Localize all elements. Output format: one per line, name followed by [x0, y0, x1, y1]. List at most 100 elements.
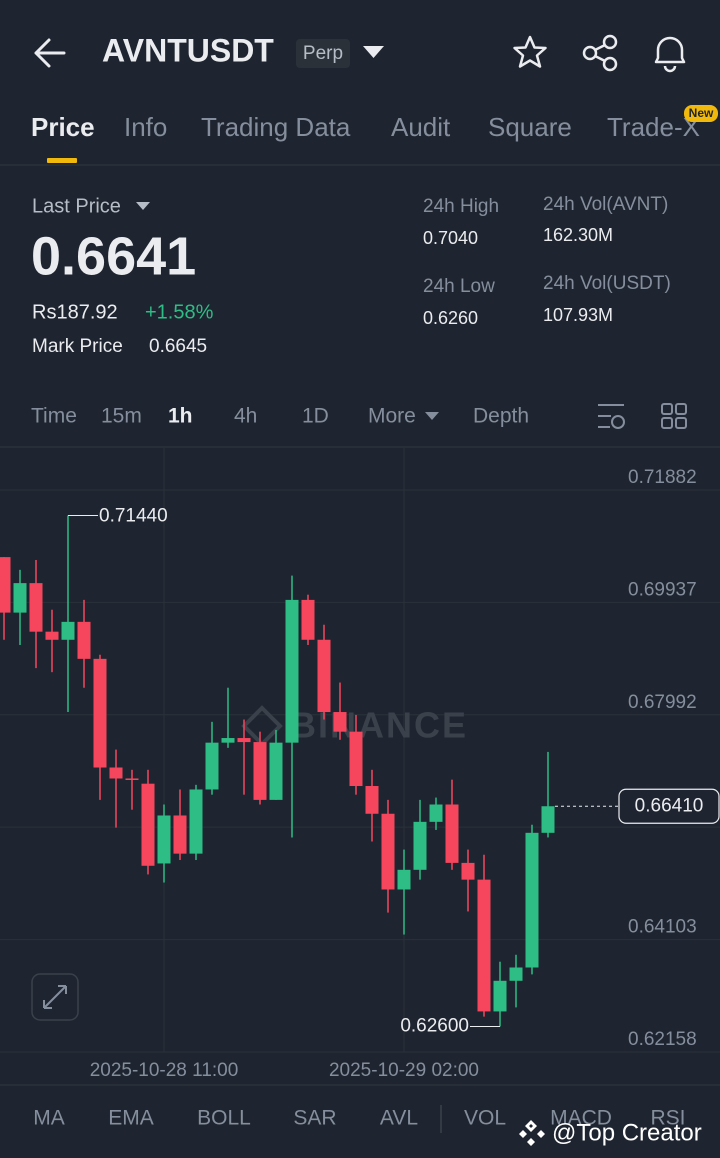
candle-body — [429, 804, 443, 822]
interval-bar: Time 15m 1h 4h 1D More Depth — [31, 405, 529, 428]
indicator-option[interactable]: MACD — [550, 1107, 612, 1130]
chart-settings-icon[interactable] — [598, 404, 625, 429]
indicator-option[interactable]: SAR — [293, 1107, 336, 1130]
indicator-bar: MA EMA BOLL SAR AVL VOL MACD RSI — [33, 1107, 685, 1130]
last-price-dropdown[interactable] — [136, 202, 150, 210]
more-dropdown[interactable] — [425, 412, 439, 420]
new-badge-bg — [684, 105, 718, 122]
share-node — [602, 34, 618, 50]
symbol-title: AVNTUSDT — [102, 32, 274, 68]
interval-option[interactable]: 1D — [302, 405, 329, 428]
candle-body — [301, 599, 315, 640]
candle-body — [93, 658, 107, 768]
perp-badge-bg — [296, 39, 350, 68]
tab[interactable]: Square — [488, 112, 572, 142]
indicator-option[interactable]: BOLL — [197, 1107, 251, 1130]
high-value: 0.7040 — [423, 228, 478, 248]
candle-body — [493, 980, 507, 1012]
favorite-icon[interactable] — [513, 35, 547, 68]
candle-body — [109, 767, 123, 779]
interval-option[interactable]: Depth — [473, 405, 529, 428]
new-badge: New — [689, 106, 714, 120]
settings-gear — [611, 415, 625, 429]
candle-body — [269, 742, 283, 800]
fullscreen-button[interactable] — [31, 973, 79, 1021]
interval-option[interactable]: 4h — [234, 405, 257, 428]
min-annotation: 0.62600 — [400, 1015, 469, 1036]
candle-body — [173, 815, 187, 854]
y-tick-label: 0.71882 — [628, 467, 697, 488]
candle-body — [141, 783, 155, 866]
share-node — [602, 56, 618, 72]
candle-body — [125, 778, 139, 780]
share-icon[interactable] — [582, 34, 618, 72]
candle-body — [0, 557, 11, 613]
candle-body — [221, 738, 235, 743]
share-links — [594, 43, 606, 63]
candle-body — [541, 806, 555, 833]
candle-body — [13, 583, 27, 613]
mark-price: 0.6645 — [149, 336, 207, 357]
candle-body — [157, 815, 171, 864]
tab[interactable]: Audit — [391, 112, 451, 142]
indicator-option[interactable]: MA — [33, 1107, 65, 1130]
last-price-tag-bg — [618, 788, 720, 824]
symbol-dropdown[interactable] — [363, 46, 384, 58]
last-price-tag: 0.66410 — [635, 795, 704, 816]
tab[interactable]: Trade-X — [607, 112, 700, 142]
candle-body — [413, 821, 427, 870]
interval-option: Time — [31, 405, 77, 428]
low-value: 0.6260 — [423, 308, 478, 328]
last-price-label[interactable]: Last Price — [32, 195, 121, 217]
watermark-logo — [519, 1120, 545, 1146]
interval-option[interactable]: More — [368, 405, 416, 428]
candle-body — [29, 583, 43, 632]
candle-body — [253, 742, 267, 800]
indicator-option[interactable]: AVL — [380, 1107, 418, 1130]
footer-watermark: @Top Creator — [552, 1119, 702, 1146]
price-change: +1.58% — [145, 301, 214, 323]
candle-body — [61, 621, 75, 640]
logo-diamond — [525, 1120, 537, 1132]
back-button[interactable] — [34, 38, 66, 68]
tab-bar: Price Info Trading Data Audit Square Trade-XN… — [31, 105, 718, 142]
indicator-option[interactable]: EMA — [108, 1107, 154, 1130]
mark-price-label: Mark Price — [32, 336, 123, 357]
max-annotation: 0.71440 — [99, 506, 168, 527]
candle-body — [525, 832, 539, 968]
candle-body — [77, 621, 91, 659]
tab[interactable]: Info — [124, 112, 167, 142]
settings-lines — [598, 404, 624, 428]
layout-icon[interactable] — [661, 403, 687, 429]
indicator-option[interactable]: VOL — [464, 1107, 506, 1130]
last-price: 0.6641 — [31, 226, 196, 286]
y-tick-label: 0.64103 — [628, 917, 697, 938]
x-tick-label: 2025-10-29 02:00 — [329, 1060, 479, 1081]
layout-cell — [661, 417, 673, 429]
y-tick-label: 0.62158 — [628, 1029, 697, 1050]
perp-badge: Perp — [303, 43, 343, 64]
candle-body — [509, 967, 523, 981]
vol-base-label: 24h Vol(AVNT) — [543, 194, 668, 215]
candle-body — [477, 879, 491, 1012]
layout-cell — [675, 403, 687, 415]
notification-icon[interactable] — [654, 36, 686, 73]
local-price: Rs187.92 — [32, 301, 118, 323]
tab[interactable]: Trading Data — [201, 112, 351, 142]
interval-option[interactable]: 15m — [101, 405, 142, 428]
logo-diamonds — [519, 1130, 545, 1146]
candle-body — [365, 786, 379, 814]
layout-cell — [661, 403, 673, 415]
candle-body — [445, 804, 459, 863]
active-tab-indicator — [47, 158, 77, 163]
candlestick-chart: 0.621580.641030.660480.679920.699370.718… — [0, 448, 720, 1081]
indicator-option[interactable]: RSI — [650, 1107, 685, 1130]
fullscreen-icon — [43, 985, 67, 1009]
candle-body — [45, 631, 59, 640]
high-label: 24h High — [423, 196, 499, 217]
interval-option[interactable]: 1h — [168, 405, 193, 428]
tab[interactable]: Price — [31, 112, 95, 142]
candle-body — [317, 639, 331, 713]
